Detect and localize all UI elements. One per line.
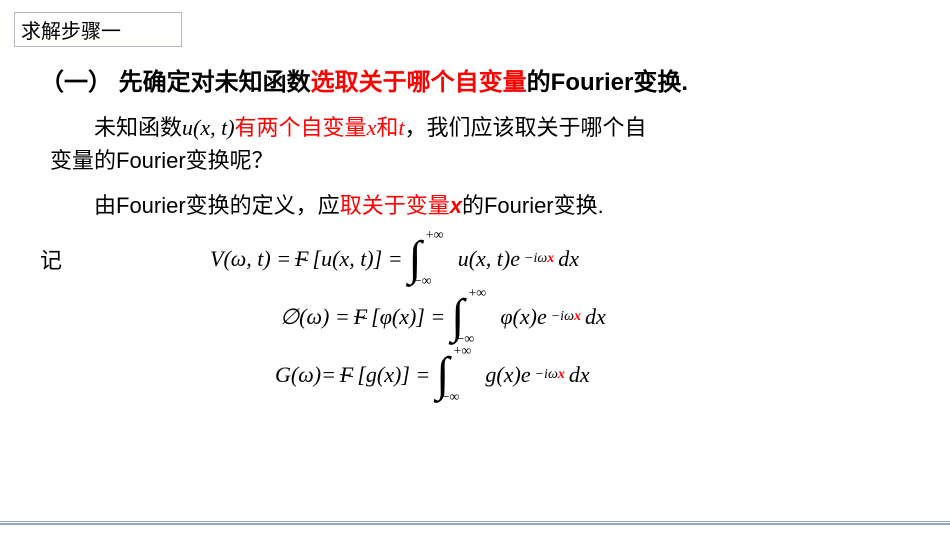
eq1-exp1: −iω bbox=[524, 251, 547, 266]
p2-t1: 由Fourier变换的定义，应 bbox=[94, 193, 340, 218]
equation-2: ∅(ω) = F [φ(x)] = ∫ +∞ −∞ φ(x)e −iωxdx bbox=[40, 292, 910, 342]
integral-icon: ∫ +∞ −∞ bbox=[451, 292, 494, 342]
section-heading: （一） 先确定对未知函数选取关于哪个自变量的Fourier变换. bbox=[40, 62, 910, 97]
eq1-lhs: V(ω, t) = bbox=[210, 246, 291, 272]
p1-t3: 变量的Fourier变换呢？ bbox=[50, 148, 274, 173]
content-area: （一） 先确定对未知函数选取关于哪个自变量的Fourier变换. 未知函数u(x… bbox=[40, 62, 910, 408]
p2-t2: 的Fourier变换. bbox=[462, 193, 604, 218]
p1-red1: 有两个自变量 bbox=[235, 115, 367, 140]
eq3-lower: −∞ bbox=[441, 390, 459, 406]
integral-icon: ∫ +∞ −∞ bbox=[409, 234, 452, 284]
eq2-formula: ∅(ω) = F [φ(x)] = ∫ +∞ −∞ φ(x)e −iωxdx bbox=[280, 292, 606, 342]
title-box: 求解步骤一 bbox=[14, 12, 182, 47]
equation-1: 记 V(ω, t) = F [u(x, t)] = ∫ +∞ −∞ u(x, t… bbox=[40, 234, 910, 284]
integral-icon: ∫ +∞ −∞ bbox=[436, 350, 479, 400]
eq3-body1: g(x)e bbox=[485, 362, 530, 388]
fourier-operator-icon: F bbox=[295, 246, 308, 272]
eq1-upper: +∞ bbox=[426, 228, 444, 244]
fourier-operator-icon: F bbox=[340, 362, 353, 388]
eq1-expx: x bbox=[547, 251, 554, 266]
p1-mx: x bbox=[367, 115, 377, 140]
eq3-exp1: −iω bbox=[535, 367, 558, 382]
paragraph-2: 由Fourier变换的定义，应取关于变量x的Fourier变换. bbox=[50, 189, 910, 222]
eq1-formula: V(ω, t) = F [u(x, t)] = ∫ +∞ −∞ u(x, t)e… bbox=[210, 234, 579, 284]
eq3-lhs: G(ω)= bbox=[275, 362, 336, 388]
eq1-lower: −∞ bbox=[414, 274, 432, 290]
eq3-expx: x bbox=[558, 367, 565, 382]
eq3-body2: dx bbox=[569, 362, 590, 388]
p2-red1: 取关于变量 bbox=[340, 193, 450, 218]
eq1-br: [u(x, t)] = bbox=[313, 246, 403, 272]
equations-block: 记 V(ω, t) = F [u(x, t)] = ∫ +∞ −∞ u(x, t… bbox=[40, 234, 910, 400]
p1-m1: u(x, t) bbox=[182, 115, 235, 140]
eq2-lhs: ∅(ω) = bbox=[280, 304, 350, 330]
eq2-exp1: −iω bbox=[551, 309, 574, 324]
eq2-upper: +∞ bbox=[468, 286, 486, 302]
eq3-upper: +∞ bbox=[453, 344, 471, 360]
equation-3: G(ω)= F [g(x)] = ∫ +∞ −∞ g(x)e −iωxdx bbox=[40, 350, 910, 400]
eq3-br: [g(x)] = bbox=[357, 362, 430, 388]
heading-red: 选取关于哪个自变量 bbox=[311, 69, 527, 96]
eq-label: 记 bbox=[40, 243, 120, 275]
fourier-operator-icon: F bbox=[354, 304, 367, 330]
heading-part2: 的Fourier变换. bbox=[527, 69, 688, 96]
eq1-body2: dx bbox=[558, 246, 579, 272]
heading-part1: （一） 先确定对未知函数 bbox=[40, 69, 311, 96]
eq1-body1: u(x, t)e bbox=[458, 246, 520, 272]
footer-divider bbox=[0, 521, 950, 525]
eq2-expx: x bbox=[574, 309, 581, 324]
title-text: 求解步骤一 bbox=[21, 21, 121, 43]
eq2-br: [φ(x)] = bbox=[371, 304, 445, 330]
p2-mx: x bbox=[450, 193, 462, 218]
p1-t1: 未知函数 bbox=[94, 115, 182, 140]
eq3-formula: G(ω)= F [g(x)] = ∫ +∞ −∞ g(x)e −iωxdx bbox=[275, 350, 590, 400]
p1-t2: ，我们应该取关于哪个自 bbox=[404, 115, 646, 140]
paragraph-1: 未知函数u(x, t)有两个自变量x和t，我们应该取关于哪个自 变量的Fouri… bbox=[50, 111, 910, 177]
p1-red2: 和 bbox=[376, 115, 398, 140]
eq2-body1: φ(x)e bbox=[500, 304, 546, 330]
eq2-body2: dx bbox=[585, 304, 606, 330]
